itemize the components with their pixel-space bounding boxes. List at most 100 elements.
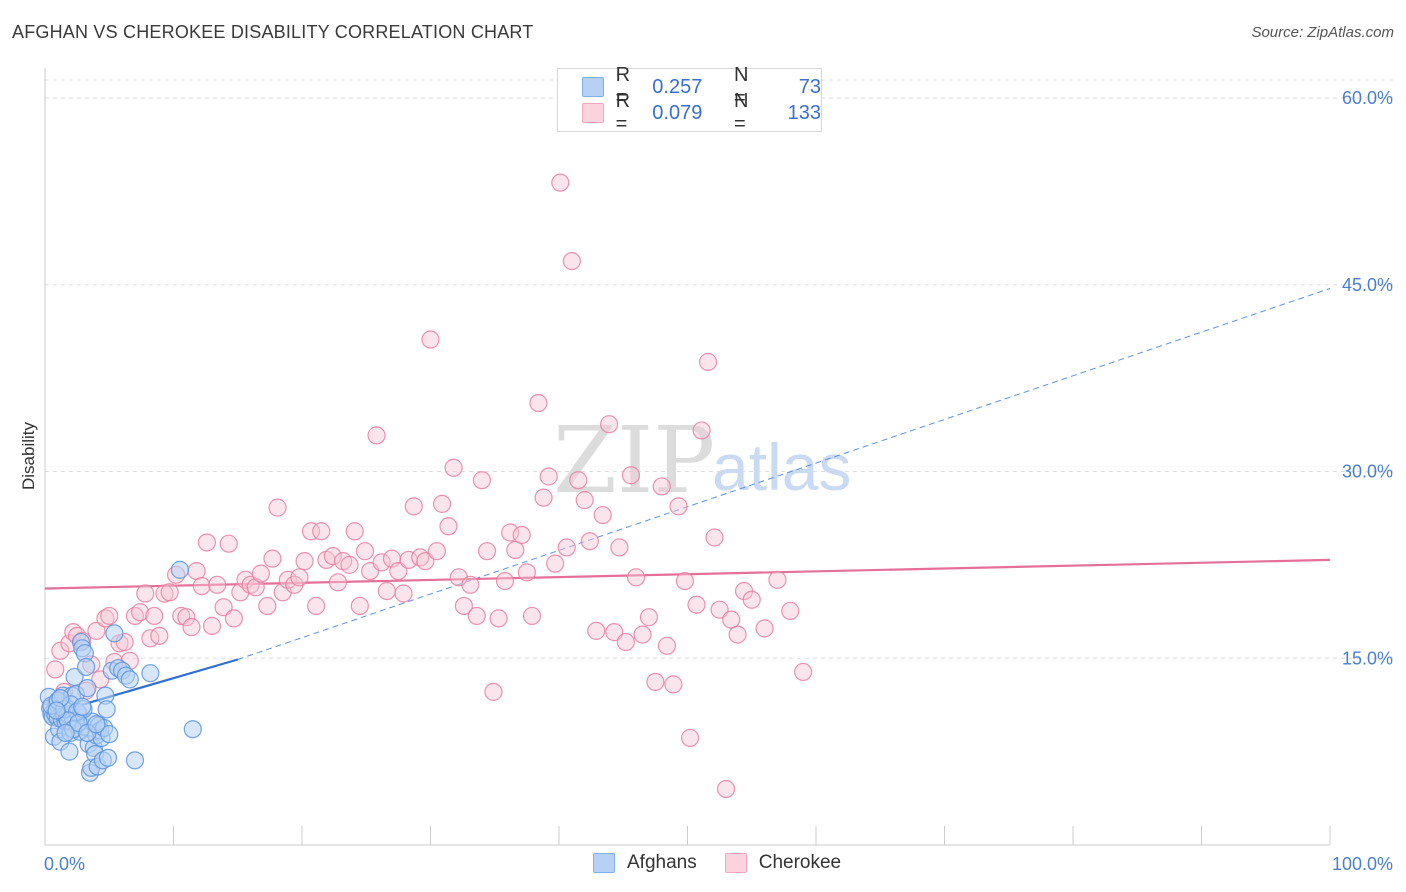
point-afghans (77, 657, 96, 677)
point-cherokee (646, 672, 665, 692)
point-cherokee (522, 606, 542, 626)
point-cherokee (461, 575, 480, 594)
y-axis-label: Disability (19, 421, 38, 490)
legend-n-value: 73 (798, 75, 821, 98)
point-cherokee (416, 552, 435, 571)
point-cherokee (182, 618, 201, 637)
point-cherokee (610, 538, 629, 557)
point-cherokee (472, 471, 491, 490)
source-attribution: Source: ZipAtlas.com (1251, 24, 1394, 41)
point-cherokee (208, 575, 227, 594)
point-cherokee (355, 542, 375, 561)
point-cherokee (467, 606, 486, 626)
point-cherokee (551, 173, 570, 192)
point-cherokee (432, 494, 452, 513)
legend-swatch-cherokee (582, 103, 604, 123)
point-cherokee (587, 621, 606, 640)
point-afghans (78, 679, 97, 698)
point-cherokee (439, 517, 458, 536)
watermark: ZIP atlas (553, 407, 851, 514)
point-cherokee (421, 330, 440, 349)
legend-n-label: N = (734, 90, 749, 135)
point-cherokee (340, 555, 359, 574)
legend-r-value: 0.079 (652, 101, 703, 124)
point-cherokee (197, 533, 217, 552)
chart-title: AFGHAN VS CHEROKEE DISABILITY CORRELATIO… (12, 22, 534, 42)
point-cherokee (224, 609, 243, 628)
point-cherokee (716, 779, 736, 799)
point-cherokee (517, 563, 536, 582)
point-afghans (47, 701, 66, 720)
point-cherokee (728, 625, 747, 644)
point-cherokee (345, 522, 364, 541)
y-tick-label: 60.0% (1342, 88, 1393, 108)
point-afghans (60, 742, 79, 761)
point-cherokee (477, 542, 497, 561)
point-cherokee (652, 477, 671, 496)
legend-r-label: R = (615, 90, 631, 135)
point-cherokee (710, 600, 729, 619)
legend-swatch-afghans (582, 77, 604, 97)
point-cherokee (633, 625, 652, 644)
series-legend: Afghans Cherokee (593, 852, 869, 874)
point-cherokee (427, 542, 447, 561)
point-cherokee (263, 549, 282, 568)
point-cherokee (444, 458, 463, 477)
point-cherokee (301, 522, 321, 541)
point-cherokee (616, 632, 635, 652)
point-cherokee (489, 609, 508, 628)
point-cherokee (687, 595, 706, 614)
point-cherokee (377, 581, 396, 601)
legend-row-afghans: R = 0.257 N = 73 (582, 64, 821, 109)
correlation-legend: R = 0.257 N = 73 R = 0.079 N = 133 (557, 64, 822, 135)
point-cherokee (626, 568, 646, 587)
point-cherokee (680, 728, 700, 748)
legend-r-value: 0.257 (652, 75, 703, 98)
point-cherokee (100, 606, 119, 626)
point-cherokee (87, 621, 106, 640)
point-cherokee (657, 636, 677, 655)
watermark-zip: ZIP (553, 407, 715, 514)
data-points (39, 173, 813, 799)
series-legend-afghans: Afghans (593, 852, 697, 874)
point-cherokee (698, 352, 718, 372)
series-label-cherokee: Cherokee (758, 852, 842, 873)
point-cherokee (593, 505, 612, 525)
point-cherokee (160, 583, 179, 602)
point-cherokee (219, 534, 238, 553)
point-cherokee (236, 570, 255, 589)
x-tick-label: 100.0% (1332, 854, 1393, 874)
watermark-atlas: atlas (712, 430, 851, 504)
point-cherokee (781, 601, 800, 621)
point-cherokee (484, 682, 503, 701)
point-cherokee (367, 426, 386, 445)
point-cherokee (202, 616, 222, 635)
point-cherokee (669, 497, 688, 516)
point-cherokee (454, 596, 474, 616)
point-cherokee (569, 471, 588, 490)
point-afghans (73, 697, 92, 716)
point-cherokee (394, 584, 413, 603)
point-cherokee (692, 421, 711, 440)
point-cherokee (46, 660, 65, 679)
series-swatch-afghans (593, 853, 615, 873)
point-cherokee (258, 596, 277, 616)
legend-row-cherokee: R = 0.079 N = 133 (582, 90, 821, 135)
point-cherokee (639, 608, 659, 627)
point-cherokee (177, 608, 196, 627)
point-cherokee (664, 675, 683, 694)
series-legend-cherokee: Cherokee (724, 852, 842, 874)
series-swatch-cherokee (724, 853, 747, 873)
point-cherokee (268, 498, 287, 517)
point-afghans (141, 664, 160, 683)
point-afghans (97, 700, 116, 719)
point-afghans (125, 751, 145, 770)
point-cherokee (136, 584, 155, 603)
point-cherokee (145, 606, 164, 626)
point-cherokee (251, 564, 270, 583)
point-afghans (170, 560, 190, 579)
y-tick-label: 30.0% (1342, 462, 1393, 482)
point-cherokee (755, 619, 774, 638)
point-cherokee (557, 538, 576, 557)
